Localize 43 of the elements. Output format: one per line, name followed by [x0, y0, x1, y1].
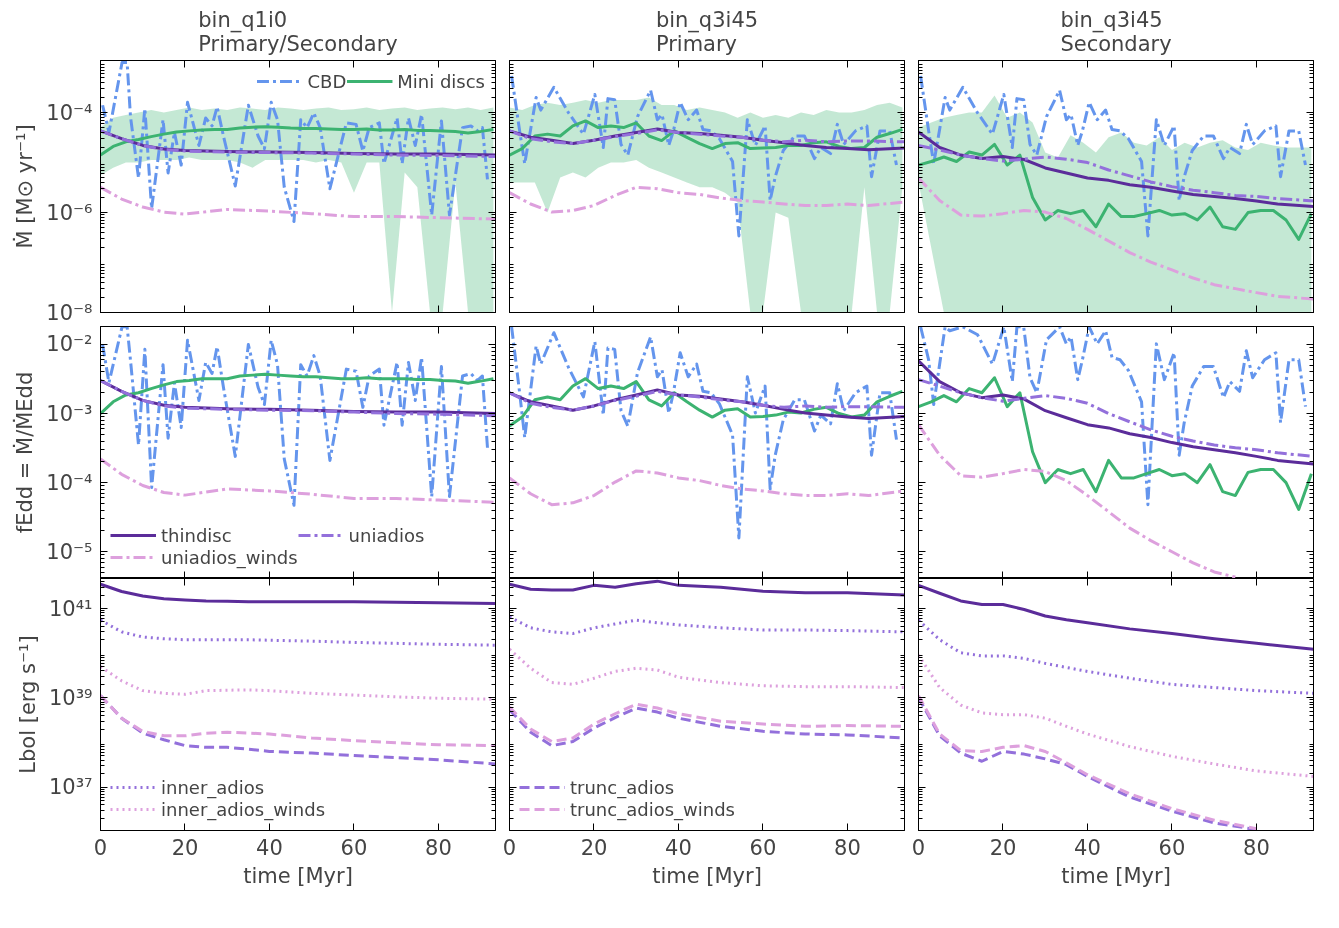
x-tick-label: 20 — [580, 835, 608, 860]
x-tick-label: 40 — [665, 835, 692, 860]
x-tick-label: 80 — [425, 835, 452, 860]
y-tick-label: 10⁻⁵ — [46, 539, 93, 564]
x-tick-label: 60 — [749, 835, 777, 860]
y-tick-label: 10⁻⁴ — [46, 100, 93, 125]
x-axis-title: time [Myr] — [243, 863, 353, 888]
legend-label: thindisc — [161, 524, 232, 546]
chart-title: bin_q3i45 Secondary — [1060, 7, 1172, 56]
legend-label: uniadios — [348, 524, 425, 546]
legend-label: inner_adios_winds — [161, 798, 326, 820]
y-tick-label: 10⁻⁸ — [46, 300, 93, 325]
y-tick-label: 10⁻² — [46, 332, 93, 357]
x-tick-label: 60 — [1158, 835, 1186, 860]
y-tick-label: 10³⁹ — [48, 685, 93, 710]
legend-label: uniadios_winds — [161, 546, 298, 568]
x-tick-label: 20 — [171, 835, 199, 860]
x-tick-label: 80 — [1243, 835, 1270, 860]
y-tick-label: 10⁻⁶ — [46, 200, 93, 225]
y-axis-title: fEdd = Ṁ/ṀEdd — [12, 371, 38, 534]
chart-title: bin_q1i0 Primary/Secondary — [198, 7, 398, 56]
x-tick-label: 20 — [989, 835, 1017, 860]
y-tick-label: 10³⁷ — [48, 775, 93, 800]
x-tick-label: 60 — [340, 835, 368, 860]
legend-label: trunc_adios — [570, 776, 675, 798]
x-tick-label: 40 — [256, 835, 283, 860]
x-axis-title: time [Myr] — [1061, 863, 1171, 888]
x-tick-label: 0 — [911, 835, 926, 860]
y-tick-label: 10⁻³ — [46, 401, 93, 426]
legend-label: Mini discs — [397, 70, 485, 92]
legend-label: CBD — [307, 70, 347, 92]
x-tick-label: 0 — [502, 835, 517, 860]
x-axis-title: time [Myr] — [652, 863, 762, 888]
x-tick-label: 80 — [834, 835, 861, 860]
y-axis-title: Ṁ [M⊙ yr⁻¹] — [12, 124, 38, 249]
legend-label: trunc_adios_winds — [570, 798, 735, 820]
chart-title: bin_q3i45 Primary — [655, 7, 759, 56]
y-tick-label: 10⁻⁴ — [46, 470, 93, 495]
y-axis-title: Lbol [erg s⁻¹] — [15, 635, 40, 774]
y-tick-label: 10⁴¹ — [48, 596, 93, 621]
legend-label: inner_adios — [161, 776, 265, 798]
x-tick-label: 40 — [1074, 835, 1101, 860]
x-tick-label: 0 — [93, 835, 108, 860]
